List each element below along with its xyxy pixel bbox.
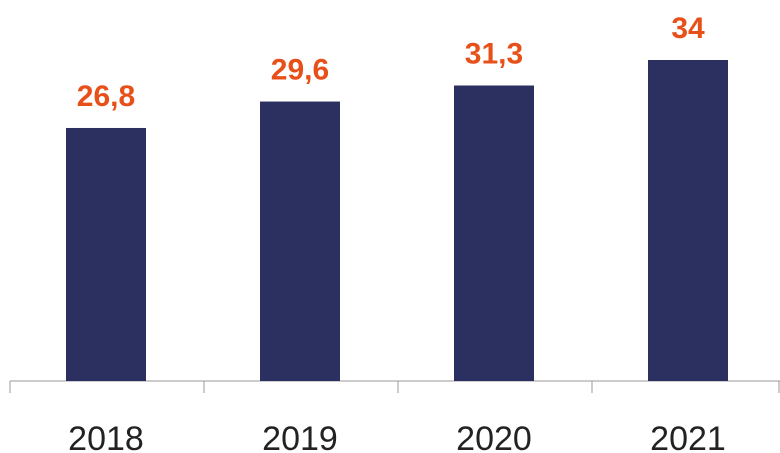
bar xyxy=(66,127,146,381)
value-label: 26,8 xyxy=(77,80,135,113)
x-tick-label: 2020 xyxy=(456,420,532,453)
value-label: 31,3 xyxy=(465,37,523,70)
x-tick-label: 2021 xyxy=(650,420,726,453)
x-tick-label: 2019 xyxy=(262,420,338,453)
bar xyxy=(260,101,340,382)
value-label: 34 xyxy=(671,12,705,45)
bar xyxy=(454,85,534,381)
value-label: 29,6 xyxy=(271,54,329,87)
x-tick-label: 2018 xyxy=(68,420,144,453)
bar xyxy=(648,60,728,381)
